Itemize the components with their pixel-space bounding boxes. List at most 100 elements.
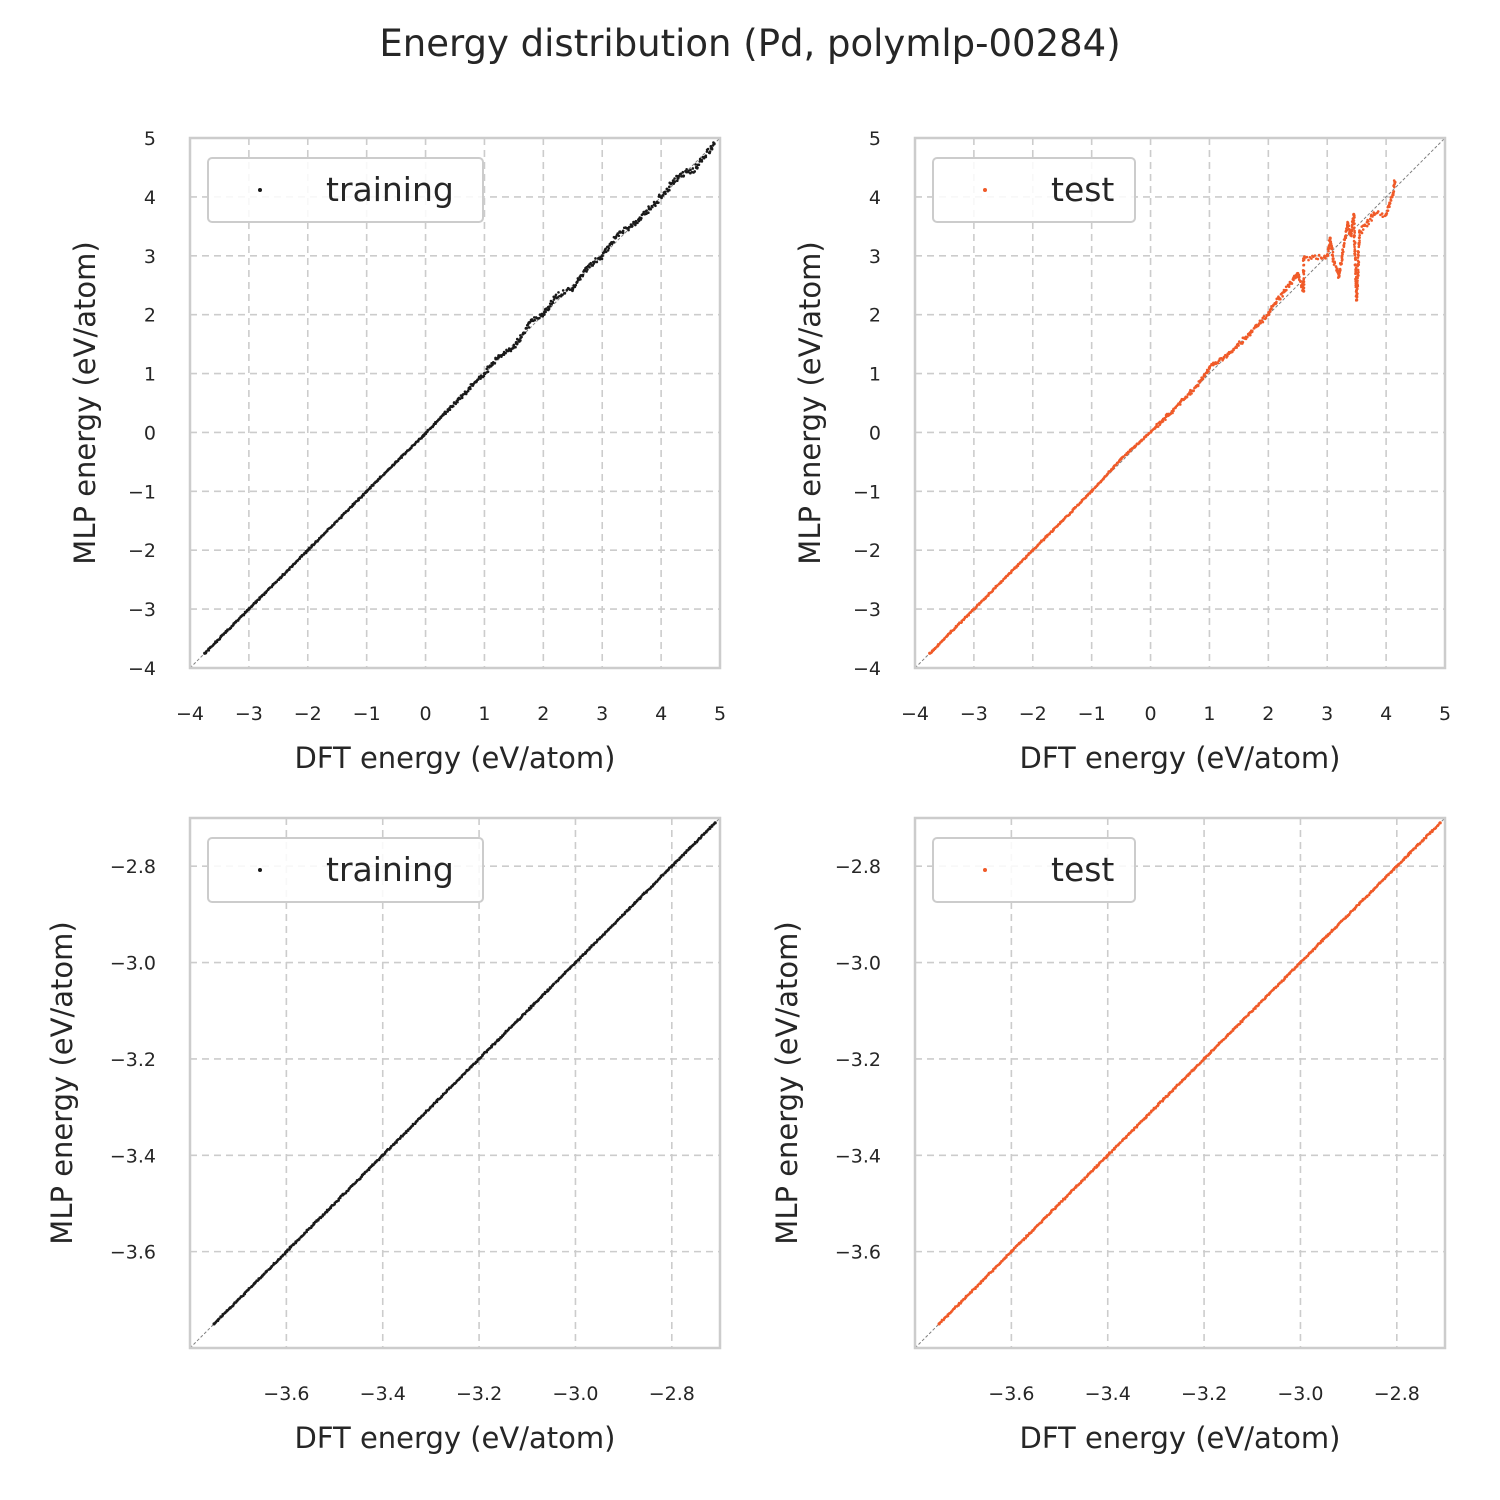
x-tick-label: −2 [294,703,322,725]
data-point [1354,272,1357,276]
data-point [661,873,665,877]
data-point [1155,422,1158,426]
data-point [1292,278,1295,282]
chart-panel-4: −3.6 −3.4 −3.2 −3.0 −2.8 −3.6 −3.4 −3.2 −3.0 −2.8… [770,816,1447,1455]
data-point [1302,263,1305,267]
data-point [1340,262,1343,265]
chart-panel-3: −3.6 −3.4 −3.2 −3.0 −2.8 −3.6 −3.4 −3.2 −3.0 −2.8… [45,816,722,1455]
data-point [1388,205,1391,209]
data-point [636,221,639,225]
data-point [574,283,578,287]
legend-box [932,837,1136,903]
data-point [649,207,653,211]
data-point [668,188,671,192]
data-point [1190,392,1193,395]
data-point [1380,212,1384,215]
data-point [651,205,654,209]
y-axis-label: MLP energy (eV/atom) [45,921,79,1244]
data-point [1188,1071,1192,1074]
data-point [1356,271,1359,274]
data-point [588,265,591,269]
data-point [1302,277,1306,280]
data-point [661,194,665,197]
x-tick-label: −3.6 [988,1383,1034,1405]
y-tick-label: −4 [128,658,156,680]
data-point [217,1317,221,1320]
data-point [380,475,383,478]
x-tick-label: 0 [1145,703,1157,725]
data-point [519,339,522,342]
x-tick-label: −3.4 [360,1383,406,1405]
data-point [1386,209,1390,212]
data-point [548,304,552,308]
data-point [1354,277,1357,281]
axes-frame [188,136,722,670]
data-point [1074,505,1078,509]
data-point [1353,253,1357,256]
data-point [1353,240,1357,244]
x-tick-label: −2.8 [649,1383,695,1405]
data-point [1393,182,1396,186]
y-tick-label: 0 [869,422,881,444]
data-point [1353,216,1356,219]
data-point [1352,219,1356,222]
data-point [631,224,634,228]
data-point [706,147,710,151]
axes-frame [913,816,1447,1350]
data-point [697,163,701,167]
data-point [1357,274,1360,277]
data-point [538,316,541,320]
y-tick-label: 4 [144,187,156,209]
data-point [641,212,645,216]
data-point [458,397,462,401]
data-point [687,169,690,173]
data-point [305,550,308,553]
data-point [1294,274,1298,278]
data-point [1357,245,1361,249]
y-tick-label: −2.8 [110,856,156,878]
data-point [1295,272,1299,275]
data-point [523,331,526,335]
data-point [710,147,714,151]
y-tick-label: −3.0 [110,953,156,975]
data-point [600,257,604,261]
y-tick-label: −4 [853,658,881,680]
data-point [451,404,455,408]
data-point [1171,411,1174,415]
data-point [595,260,599,264]
data-point [1178,403,1182,406]
data-point [486,370,490,374]
data-point [1343,242,1346,245]
data-point [1358,241,1361,244]
data-point [1365,224,1369,228]
y-tick-label: −3 [853,599,881,621]
y-tick-label: 2 [144,305,156,327]
data-point [634,219,638,223]
data-point [700,158,704,162]
data-point [708,150,712,153]
data-point [1301,269,1305,272]
data-point [1307,258,1310,262]
data-point [675,174,678,178]
data-point [1196,383,1200,387]
scatter-points [928,179,1397,655]
data-point [1341,248,1344,252]
data-point [652,200,656,204]
x-tick-label: 5 [714,703,726,725]
data-point [1302,257,1305,260]
x-tick-label: 5 [1439,703,1451,725]
data-point [547,307,551,311]
data-point [1224,353,1227,357]
data-point [1352,227,1356,230]
data-point [444,412,448,416]
legend-label: test [1051,850,1114,889]
data-point [693,170,697,173]
data-point [494,357,497,361]
data-point [606,249,610,252]
x-tick-label: −1 [1078,703,1106,725]
data-point [675,179,679,182]
y-tick-label: 5 [144,128,156,150]
data-point [1419,841,1422,845]
data-point [561,293,564,297]
data-point [696,166,699,169]
